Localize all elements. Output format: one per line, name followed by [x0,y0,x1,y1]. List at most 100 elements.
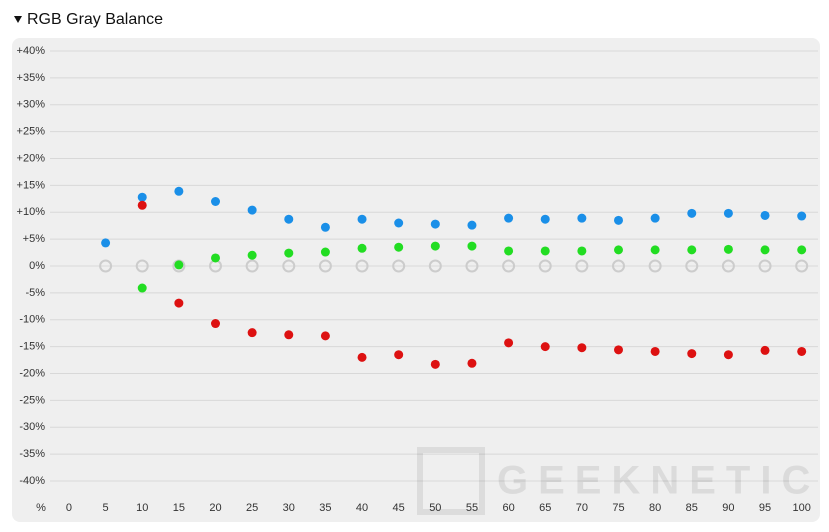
data-point [540,342,550,352]
data-point [502,259,516,273]
data-point [211,253,220,263]
data-point [612,259,625,273]
y-tick-label: +30% [17,99,46,111]
data-point [394,350,404,360]
y-tick-label: +20% [17,152,46,164]
x-tick-label: 35 [319,502,331,514]
data-point [760,245,770,255]
data-point [247,328,257,338]
data-point [394,242,404,252]
data-point [430,219,440,229]
y-tick-label: 0% [29,260,45,272]
data-point [650,346,660,356]
data-point [721,259,735,273]
data-point [575,259,589,273]
data-point [357,214,367,224]
data-point [614,345,623,355]
y-tick-label: +35% [17,72,46,84]
data-point [320,222,330,232]
y-tick-label: -20% [19,367,45,379]
data-point [797,211,807,221]
x-tick-label: 100 [793,502,811,514]
data-point [174,260,184,270]
data-point [284,214,294,224]
y-tick-label: -5% [25,287,45,299]
y-tick-label: -40% [19,475,45,487]
data-point [282,259,296,273]
data-point [540,214,550,224]
data-point [211,197,220,206]
x-tick-label: 70 [576,502,588,514]
data-point [467,220,477,230]
data-point [538,259,552,273]
data-point [394,218,404,228]
y-tick-label: -35% [19,448,45,460]
watermark-logo [417,447,485,515]
marks [99,186,809,369]
data-point [247,205,257,215]
data-point [99,259,113,273]
data-point [357,243,367,253]
data-point [430,241,440,251]
x-tick-label: 55 [466,502,478,514]
y-tick-label: -15% [19,341,45,353]
data-point [430,359,440,369]
x-tick-label: 25 [246,502,258,514]
data-point [795,259,809,273]
x-tick-label: 75 [612,502,624,514]
data-point [467,241,477,251]
data-point [758,259,772,273]
data-point [137,200,147,210]
x-tick-label: 65 [539,502,551,514]
data-point [760,345,770,355]
data-point [685,259,699,273]
data-point [540,246,550,256]
y-tick-label: +25% [17,126,46,138]
x-tick-label: 80 [649,502,661,514]
data-point [320,331,330,341]
y-tick-label: -10% [19,314,45,326]
collapse-icon[interactable] [14,16,22,23]
data-point [577,213,587,223]
data-point [137,192,147,202]
plot-panel [12,38,820,522]
watermark: GEEKNETIC [497,459,820,503]
data-point [650,213,660,223]
data-point [614,245,623,255]
data-point [687,245,697,255]
data-point [577,343,587,353]
data-point [504,246,514,256]
data-point [760,210,770,220]
data-point [318,259,332,273]
data-point [467,358,477,368]
x-tick-label: 90 [722,502,734,514]
x-tick-label: 0 [66,502,72,514]
x-tick-label: 40 [356,502,368,514]
data-point [428,259,442,273]
y-tick-label: +15% [17,179,46,191]
data-point [648,259,662,273]
x-tick-label: 45 [393,502,405,514]
data-point [504,213,514,223]
data-point [137,283,147,293]
data-point [284,330,294,340]
data-point [320,247,330,257]
data-point [211,319,220,329]
y-tick-label: +40% [17,45,46,57]
x-tick-label: 5 [103,502,109,514]
x-tick-label: 95 [759,502,771,514]
data-point [577,246,587,256]
data-point [723,350,733,360]
y-tick-label: +10% [17,206,46,218]
data-point [797,245,807,255]
data-point [355,259,369,273]
x-tick-label: 10 [136,502,148,514]
data-point [357,352,367,362]
x-tick-label: 20 [209,502,221,514]
data-point [174,186,184,196]
grid: +40% +35% +30% +25% +20% +15% +10% +5% 0% -5% -10%… [17,45,818,514]
x-tick-label: 85 [686,502,698,514]
y-tick-label: -25% [19,394,45,406]
data-point [174,298,184,308]
